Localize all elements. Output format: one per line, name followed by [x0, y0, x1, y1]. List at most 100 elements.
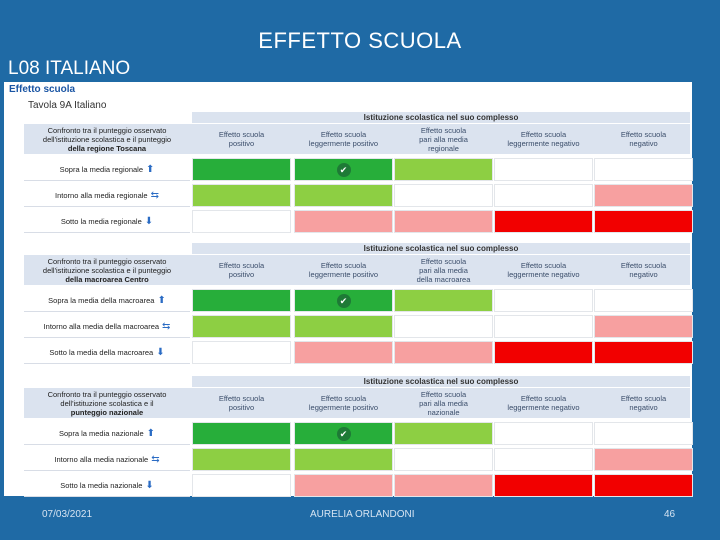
arrow-down-icon: ⬇: [144, 215, 154, 227]
effect-cell: [494, 289, 593, 312]
table-row: Intorno alla media della macroarea ⇆: [24, 315, 693, 338]
effect-cell: [394, 158, 493, 181]
column-header: Effetto scuola negativo: [594, 124, 693, 154]
column-header-line: nazionale: [427, 407, 460, 417]
effect-cell: [192, 474, 291, 497]
description-line: dell'istituzione scolastica e il puntegg…: [42, 134, 172, 144]
effect-cell: [594, 448, 693, 471]
effect-cell: [594, 422, 693, 445]
description-line: della regione Toscana: [67, 143, 147, 153]
column-header: Effetto scuola leggermente negativo: [494, 255, 593, 285]
effect-cell: [494, 184, 593, 207]
table-group-header: Istituzione scolastica nel suo complesso: [192, 243, 690, 254]
column-header: Effetto scuola leggermente positivo: [294, 388, 393, 418]
column-header-line: della macroarea: [416, 274, 471, 284]
effect-cell: [294, 341, 393, 364]
table-row: Sotto la media regionale ⬇: [24, 210, 693, 233]
effect-cell: [294, 448, 393, 471]
row-label: Sopra la media regionale ⬆: [24, 158, 190, 181]
column-header-line: negativo: [629, 139, 658, 148]
row-label-text: Intorno alla media regionale: [55, 190, 148, 200]
column-header-line: positivo: [228, 403, 255, 412]
row-label-text: Sotto la media regionale: [60, 216, 142, 226]
effect-cell: [394, 474, 493, 497]
effect-cell: [594, 474, 693, 497]
effect-cell: [594, 158, 693, 181]
comparison-table: Istituzione scolastica nel suo complesso…: [24, 112, 693, 238]
row-label-text: Sopra la media regionale: [59, 164, 143, 174]
effect-cell: [394, 210, 493, 233]
effect-cell: [494, 341, 593, 364]
table-row: Sotto la media nazionale ⬇: [24, 474, 693, 497]
effect-cell: [394, 315, 493, 338]
table-row: Sopra la media nazionale ⬆ ✔: [24, 422, 693, 445]
column-header-line: Effetto scuola: [420, 389, 467, 399]
comparison-description: Confronto tra il punteggio osservato dell…: [24, 124, 190, 154]
column-header: Effetto scuola leggermente positivo: [294, 255, 393, 285]
column-header-line: leggermente positivo: [308, 139, 379, 148]
arrow-left-right-icon: ⇆: [150, 189, 159, 201]
column-header-line: pari alla media: [419, 265, 468, 275]
description-line: dell'istituzione scolastica e il puntegg…: [42, 265, 172, 275]
panel-label: Effetto scuola: [9, 84, 76, 95]
arrow-up-icon: ⬆: [157, 294, 166, 306]
column-header-line: leggermente negativo: [507, 270, 580, 279]
row-label-text: Sopra la media della macroarea: [48, 295, 155, 305]
description-line: punteggio nazionale: [70, 407, 144, 417]
row-label-text: Sopra la media nazionale: [58, 428, 144, 438]
column-header-line: positivo: [228, 270, 255, 279]
column-header-line: leggermente negativo: [507, 139, 580, 148]
column-header-line: Effetto scuola: [520, 130, 567, 139]
column-header-line: leggermente positivo: [308, 270, 379, 279]
column-header-line: leggermente negativo: [507, 403, 580, 412]
effect-cell: [494, 448, 593, 471]
footer-date: 07/03/2021: [42, 509, 93, 520]
effect-cell: [294, 210, 393, 233]
column-header: Effetto scuola pari alla media regionale: [394, 124, 493, 154]
column-header: Effetto scuola negativo: [594, 388, 693, 418]
slide-subtitle: L08 ITALIANO: [8, 58, 131, 79]
table-row: Intorno alla media nazionale ⇆: [24, 448, 693, 471]
effect-cell: [594, 315, 693, 338]
arrow-up-icon: ⬆: [146, 163, 155, 175]
column-header-line: Effetto scuola: [520, 261, 567, 270]
column-header-line: Effetto scuola: [218, 261, 265, 270]
arrow-left-right-icon: ⇆: [151, 453, 160, 465]
column-header: Effetto scuola leggermente positivo: [294, 124, 393, 154]
effect-cell: [494, 210, 593, 233]
row-label: Sotto la media regionale ⬇: [24, 210, 190, 233]
comparison-table: Istituzione scolastica nel suo complesso…: [24, 243, 693, 369]
description-line: Confronto tra il punteggio osservato: [47, 389, 167, 399]
arrow-left-right-icon: ⇆: [162, 320, 171, 332]
column-header-line: Effetto scuola: [320, 394, 367, 403]
effect-cell: [294, 184, 393, 207]
column-header: Effetto scuola positivo: [192, 255, 291, 285]
row-label-text: Intorno alla media nazionale: [54, 454, 149, 464]
arrow-up-icon: ⬆: [146, 427, 156, 439]
row-label-text: Intorno alla media della macroarea: [43, 321, 160, 331]
column-header-line: pari alla media: [419, 134, 468, 144]
column-header-line: positivo: [228, 139, 255, 148]
column-header-line: Effetto scuola: [420, 125, 467, 135]
effect-cell: [394, 341, 493, 364]
row-label-text: Sotto la media nazionale: [60, 480, 143, 490]
effect-cell: [192, 448, 291, 471]
column-header: Effetto scuola leggermente negativo: [494, 388, 593, 418]
effect-cell: [594, 184, 693, 207]
effect-cell: ✔: [294, 158, 393, 181]
row-label: Intorno alla media regionale ⇆: [24, 184, 190, 207]
effect-cell: ✔: [294, 422, 393, 445]
effect-cell: [294, 474, 393, 497]
table-row: Sotto la media della macroarea ⬇: [24, 341, 693, 364]
table-group-header: Istituzione scolastica nel suo complesso: [192, 112, 690, 123]
effect-cell: [394, 422, 493, 445]
column-header: Effetto scuola pari alla media nazionale: [394, 388, 493, 418]
column-header-line: Effetto scuola: [320, 130, 367, 139]
check-icon: ✔: [336, 293, 351, 308]
column-header-line: pari alla media: [419, 398, 468, 408]
column-header-line: negativo: [629, 403, 658, 412]
column-header: Effetto scuola pari alla media della macro…: [394, 255, 493, 285]
arrow-down-icon: ⬇: [145, 479, 154, 491]
effect-cell: [594, 289, 693, 312]
column-header: Effetto scuola leggermente negativo: [494, 124, 593, 154]
